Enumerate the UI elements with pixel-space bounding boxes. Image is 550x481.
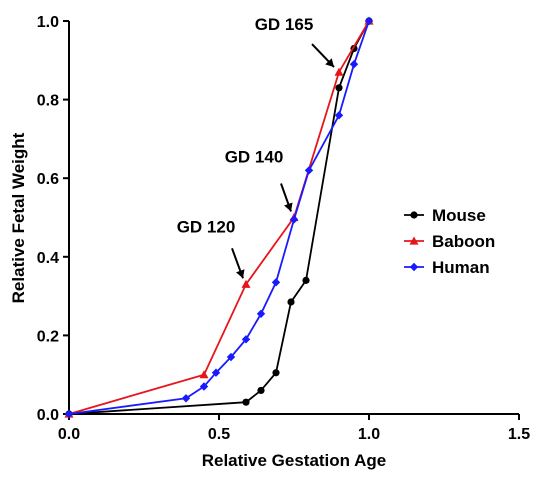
human-legend-label: Human [432,258,490,277]
baboon-legend-marker [409,236,419,245]
y-tick-label: 1.0 [37,14,59,31]
x-tick-label: 1.5 [508,426,530,443]
baboon-legend-label: Baboon [432,232,495,251]
mouse-data-point [335,84,343,92]
y-tick-label: 0.8 [37,93,59,110]
human-data-point [256,309,266,318]
human-data-point [271,278,281,287]
mouse-data-point [242,398,250,406]
series-human [64,16,374,419]
annotation-arrowhead [325,58,334,68]
y-tick-label: 0.4 [37,250,59,267]
human-data-point [181,394,191,403]
annotation-label: GD 165 [255,15,314,34]
legend-item-human: Human [404,258,490,277]
legend-item-baboon: Baboon [404,232,495,251]
y-tick-label: 0.6 [37,171,59,188]
human-data-point [364,16,374,26]
human-data-point [334,111,344,120]
human-data-point [241,335,251,344]
mouse-data-point [257,386,265,395]
human-data-point [304,166,314,175]
baboon-data-point [241,279,251,288]
legend-item-mouse: Mouse [404,206,486,225]
legend: Mouse Baboon Human [404,206,495,277]
annotation: GD 140 [225,148,293,212]
annotation-arrowhead [236,269,245,279]
annotation: GD 165 [255,15,335,68]
mouse-data-point [302,276,310,284]
annotation-layer: GD 120 GD 140 GD 165 [177,15,335,279]
mouse-data-point [272,369,280,377]
annotation-arrowhead [284,202,293,212]
y-tick-label: 0.0 [37,407,59,424]
baboon-series-line [68,20,370,415]
series-layer [64,16,374,419]
x-tick-label: 1.0 [358,426,380,443]
x-tick-label: 0.5 [208,426,230,443]
x-axis-label: Relative Gestation Age [202,451,387,470]
baboon-data-point [334,67,344,76]
human-data-point [226,352,236,362]
human-data-point [211,368,221,377]
annotation-label: GD 140 [225,148,284,167]
mouse-legend-label: Mouse [432,206,486,225]
mouse-legend-marker [410,211,418,219]
annotation: GD 120 [177,217,245,279]
human-data-point [289,215,299,224]
baboon-data-point [199,370,209,379]
annotation-label: GD 120 [177,217,236,236]
human-legend-marker [409,262,419,272]
y-axis-label: Relative Fetal Weight [9,132,28,303]
axes: 0.0 0.5 1.0 1.5 0.0 0.2 0.4 0.6 0.8 1.0 [37,14,530,443]
x-tick-label: 0.0 [58,426,80,443]
human-data-point [64,409,74,419]
mouse-data-point [287,298,295,306]
human-data-point [199,382,209,391]
y-tick-label: 0.2 [37,328,59,345]
human-data-point [349,60,359,69]
